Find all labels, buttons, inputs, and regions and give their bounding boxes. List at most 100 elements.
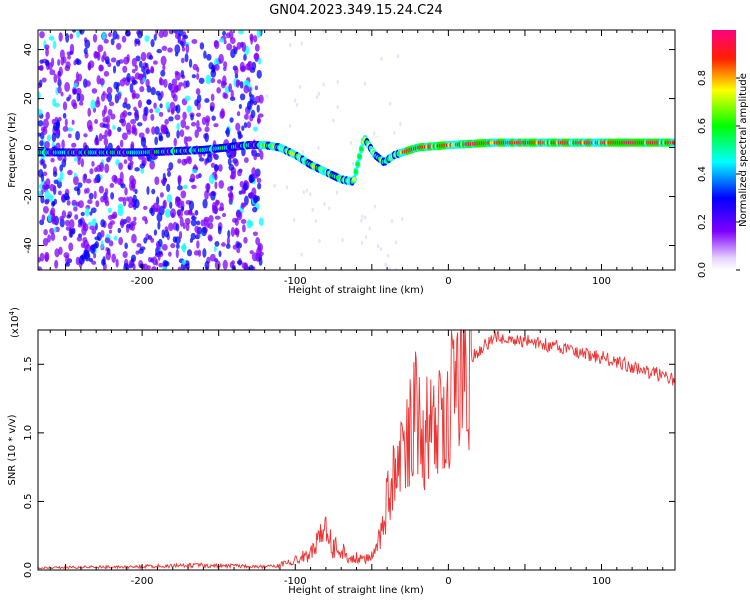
noise-mark xyxy=(230,48,236,59)
noise-mark xyxy=(150,39,155,48)
noise-mark xyxy=(134,188,138,195)
noise-mark xyxy=(89,244,96,254)
noise-mark xyxy=(93,50,99,59)
noise-mark xyxy=(211,67,216,73)
noise-mark xyxy=(40,196,45,204)
signal-mark-core xyxy=(359,146,364,152)
noise-mark xyxy=(54,248,60,258)
noise-mark xyxy=(248,191,255,200)
noise-mark xyxy=(249,33,254,42)
noise-mark xyxy=(42,206,49,214)
noise-mark xyxy=(360,218,363,223)
noise-mark xyxy=(91,218,97,227)
noise-mark xyxy=(57,70,61,81)
spectrogram-xtick-label: 100 xyxy=(592,276,611,287)
noise-mark xyxy=(258,217,264,227)
noise-mark xyxy=(76,236,83,242)
noise-mark xyxy=(144,35,150,42)
noise-mark xyxy=(144,218,148,225)
noise-mark xyxy=(186,155,192,161)
noise-mark xyxy=(209,105,215,112)
noise-mark xyxy=(143,205,148,210)
noise-mark xyxy=(246,121,252,129)
noise-mark xyxy=(295,102,299,107)
noise-mark xyxy=(99,162,104,173)
noise-mark xyxy=(154,176,160,186)
noise-mark xyxy=(175,248,179,259)
noise-mark xyxy=(44,253,49,263)
noise-mark xyxy=(176,129,180,139)
noise-mark xyxy=(100,93,106,102)
noise-mark xyxy=(384,262,387,267)
noise-mark xyxy=(126,53,130,63)
noise-mark xyxy=(87,199,93,205)
noise-mark xyxy=(140,51,147,62)
noise-mark xyxy=(130,118,137,125)
snr-panel: -200 -100 0 100 0.0 0.5 1.0 1.5 Height of strai… xyxy=(7,307,676,596)
noise-mark xyxy=(39,31,45,39)
noise-mark xyxy=(288,42,292,47)
noise-mark xyxy=(191,169,198,174)
noise-mark xyxy=(131,57,137,67)
noise-mark xyxy=(229,117,234,123)
noise-mark xyxy=(78,255,85,265)
noise-mark xyxy=(154,136,159,146)
noise-mark xyxy=(196,240,200,249)
noise-mark xyxy=(94,240,99,249)
colorbar-label: Normalized spectral amplitude xyxy=(738,73,749,227)
noise-mark xyxy=(77,200,84,209)
noise-mark xyxy=(161,266,168,270)
noise-mark xyxy=(91,160,95,167)
noise-mark xyxy=(164,208,171,218)
noise-mark xyxy=(163,199,167,210)
noise-mark xyxy=(93,190,97,200)
noise-mark xyxy=(135,38,141,45)
noise-mark xyxy=(87,221,93,226)
noise-mark xyxy=(69,43,75,54)
noise-mark xyxy=(294,98,297,103)
noise-mark xyxy=(122,110,128,118)
noise-mark xyxy=(140,168,145,174)
noise-mark xyxy=(223,61,228,69)
noise-mark xyxy=(67,54,71,60)
noise-mark xyxy=(253,53,260,61)
noise-mark xyxy=(54,259,59,269)
noise-mark xyxy=(265,94,269,99)
noise-mark xyxy=(218,250,222,258)
noise-mark xyxy=(336,80,339,85)
noise-mark xyxy=(117,126,122,132)
noise-mark xyxy=(103,38,109,44)
noise-mark xyxy=(90,99,96,110)
noise-mark xyxy=(126,129,132,135)
noise-mark xyxy=(125,30,131,37)
noise-mark xyxy=(64,82,71,92)
noise-mark xyxy=(252,206,258,213)
noise-mark xyxy=(109,183,115,188)
noise-mark xyxy=(57,78,62,87)
noise-mark xyxy=(158,111,164,117)
noise-mark xyxy=(151,126,156,135)
noise-mark xyxy=(136,243,142,248)
noise-mark xyxy=(73,59,77,66)
noise-mark xyxy=(164,118,169,125)
noise-mark xyxy=(45,47,49,57)
noise-mark xyxy=(94,119,99,125)
noise-mark xyxy=(149,160,155,170)
noise-mark xyxy=(77,218,83,225)
noise-mark xyxy=(175,243,180,249)
noise-mark xyxy=(177,174,182,183)
noise-mark xyxy=(71,142,77,148)
noise-mark xyxy=(234,66,239,75)
noise-mark xyxy=(254,43,260,52)
noise-mark xyxy=(182,242,187,253)
noise-mark xyxy=(141,66,146,73)
noise-mark xyxy=(314,219,318,224)
noise-mark xyxy=(222,75,227,85)
noise-mark xyxy=(257,182,262,190)
noise-mark xyxy=(159,78,165,86)
noise-mark xyxy=(139,163,145,169)
noise-mark xyxy=(204,260,210,270)
noise-mark xyxy=(300,252,303,257)
snr-multiplier-close: ) xyxy=(10,307,21,311)
noise-mark xyxy=(175,196,180,203)
